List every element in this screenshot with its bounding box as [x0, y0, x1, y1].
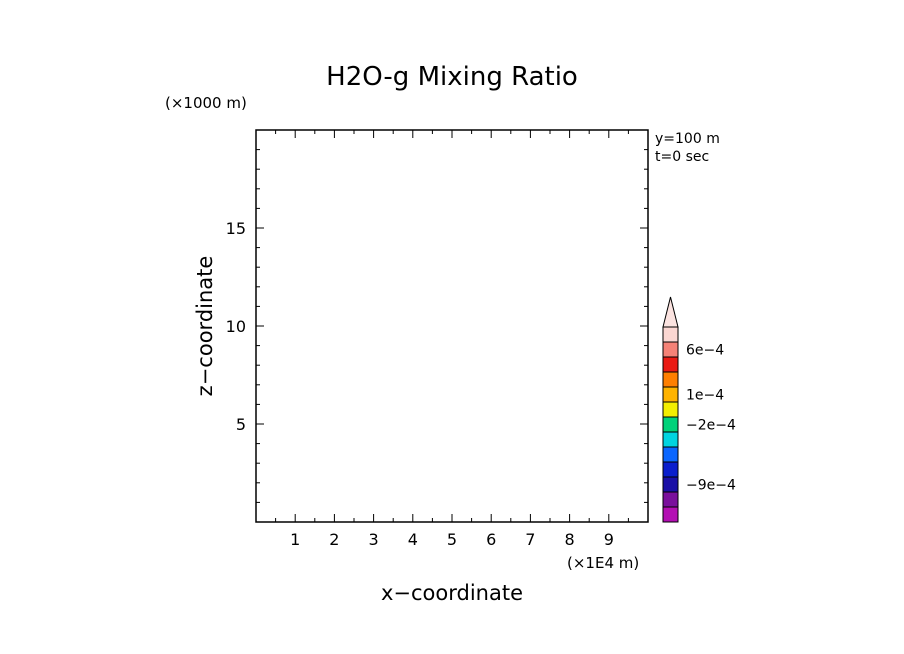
colorbar-extend-arrow	[662, 296, 679, 328]
axis-ticks	[256, 130, 648, 522]
y-tick-label: 10	[226, 317, 246, 336]
annotation-y: y=100 m	[655, 131, 720, 147]
x-tick-label: 2	[329, 530, 339, 549]
y-tick-label: 5	[236, 415, 246, 434]
x-tick-label: 9	[604, 530, 614, 549]
y-tick-label: 15	[226, 219, 246, 238]
colorbar-band	[662, 476, 679, 493]
chart-title: H2O-g Mixing Ratio	[326, 62, 578, 92]
x-tick-label: 1	[290, 530, 300, 549]
colorbar-band	[662, 506, 679, 523]
colorbar-band	[662, 491, 679, 508]
colorbar-band	[662, 401, 679, 418]
x-tick-labels: 1 2 3 4 5 6 7 8 9	[290, 530, 614, 549]
y-unit-label: (×1000 m)	[165, 94, 247, 112]
colorbar-band	[662, 371, 679, 388]
x-tick-label: 6	[486, 530, 496, 549]
x-tick-label: 8	[565, 530, 575, 549]
x-tick-label: 3	[369, 530, 379, 549]
colorbar-band	[662, 431, 679, 448]
x-tick-label: 4	[408, 530, 418, 549]
colorbar-band	[662, 341, 679, 358]
plot-area	[255, 129, 649, 523]
colorbar-band	[662, 416, 679, 433]
y-tick-labels: 5 10 15	[226, 219, 246, 434]
x-axis-label: x−coordinate	[381, 581, 523, 605]
x-tick-label: 7	[525, 530, 535, 549]
colorbar-band	[662, 446, 679, 463]
colorbar-band	[662, 356, 679, 373]
colorbar: −9e−4 −2e−4 1e−4 6e−4	[662, 296, 736, 523]
colorbar-band	[662, 386, 679, 403]
colorbar-band	[662, 326, 679, 343]
colorbar-label: 1e−4	[686, 388, 724, 404]
x-unit-label: (×1E4 m)	[567, 554, 639, 572]
y-axis-label: z−coordinate	[193, 256, 217, 397]
x-tick-label: 5	[447, 530, 457, 549]
colorbar-label: 6e−4	[686, 343, 724, 359]
colorbar-band	[662, 461, 679, 478]
annotation-t: t=0 sec	[655, 149, 709, 165]
colorbar-label: −2e−4	[686, 418, 736, 434]
colorbar-label: −9e−4	[686, 478, 736, 494]
